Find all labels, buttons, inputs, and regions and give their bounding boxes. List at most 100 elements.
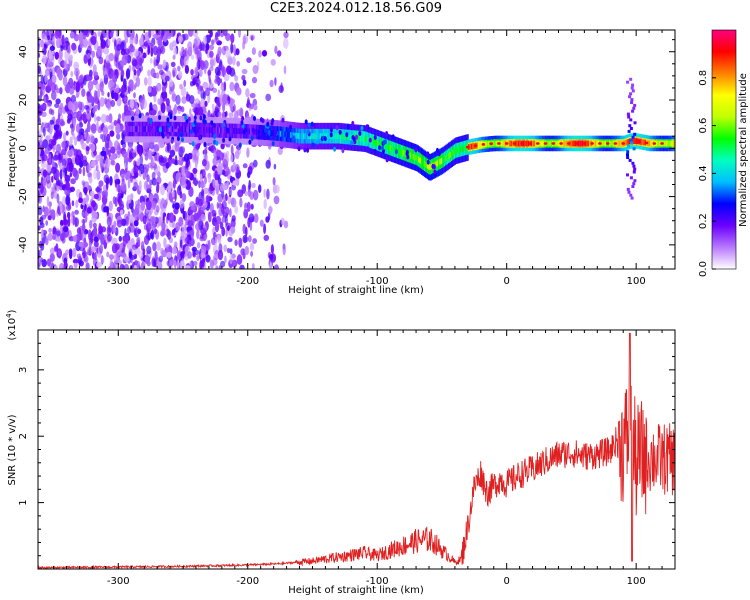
- noise-blob: [149, 179, 154, 186]
- ridge-blob: [154, 122, 158, 128]
- x-axis-label: Height of straight line (km): [288, 285, 424, 296]
- noise-blob: [59, 118, 65, 126]
- ridge-core: [146, 126, 149, 132]
- ridge-core: [611, 140, 614, 147]
- ridge-blob: [199, 115, 203, 121]
- noise-blob: [38, 257, 41, 268]
- ridge-core: [563, 140, 566, 147]
- noise-blob: [148, 212, 152, 220]
- ridge-blob: [266, 134, 270, 140]
- ridge-blob: [366, 146, 370, 152]
- noise-blob: [160, 157, 167, 164]
- ridge-core: [428, 164, 431, 170]
- ridge-core: [262, 129, 266, 136]
- noise-blob: [56, 37, 61, 49]
- noise-blob: [274, 264, 279, 269]
- ridge-core: [459, 146, 462, 153]
- noise-blob: [44, 122, 50, 129]
- ridge-core: [261, 129, 264, 136]
- noise-blob: [178, 70, 183, 79]
- ridge-core: [291, 132, 294, 139]
- noise-blob: [67, 211, 71, 219]
- noise-blob: [147, 69, 151, 77]
- noise-blob: [118, 235, 123, 242]
- noise-blob: [227, 195, 232, 205]
- noise-blob: [220, 260, 226, 268]
- ridge-peak: [520, 142, 524, 145]
- noise-blob: [241, 68, 248, 75]
- spike-cell: [631, 109, 635, 113]
- ridge-blob: [166, 117, 170, 123]
- spike-cell: [627, 129, 631, 133]
- ridge-core: [570, 140, 573, 147]
- noise-blob: [65, 181, 71, 191]
- ridge-core: [299, 133, 303, 140]
- noise-blob: [72, 247, 77, 258]
- noise-blob: [105, 54, 111, 64]
- ridge-core: [438, 159, 441, 166]
- ridge-core: [601, 140, 604, 147]
- y-axis-label: SNR (10 * v/v): [7, 414, 18, 485]
- noise-blob: [182, 49, 187, 59]
- noise-blob: [171, 158, 176, 165]
- noise-blob: [53, 265, 59, 269]
- noise-blob: [105, 179, 109, 191]
- x-tick-label: -300: [107, 576, 130, 587]
- noise-blob: [46, 173, 51, 184]
- noise-blob: [63, 226, 69, 233]
- noise-blob: [151, 215, 156, 223]
- ridge-peak: [504, 142, 509, 145]
- ridge-core: [188, 126, 191, 133]
- noise-blob: [217, 30, 221, 37]
- noise-blob: [170, 61, 176, 68]
- ridge-core: [436, 160, 439, 167]
- noise-blob: [107, 92, 110, 98]
- noise-blob: [167, 185, 172, 192]
- ridge-blob: [333, 146, 337, 152]
- noise-blob: [65, 195, 71, 206]
- noise-blob: [88, 134, 95, 144]
- noise-blob: [217, 238, 222, 244]
- noise-blob: [274, 77, 277, 86]
- colorbar-tick-label: 0.4: [698, 165, 709, 181]
- y-tick-label: 1: [18, 499, 29, 505]
- noise-blob: [39, 216, 44, 225]
- noise-blob: [74, 137, 78, 146]
- noise-blob: [227, 57, 233, 65]
- ridge-core: [389, 145, 392, 151]
- spike-cell: [630, 196, 634, 200]
- noise-blob: [229, 248, 233, 255]
- ridge-core: [456, 147, 459, 154]
- ridge-core: [557, 140, 560, 147]
- noise-blob: [38, 147, 41, 156]
- noise-blob: [85, 262, 90, 269]
- ridge-core: [673, 140, 675, 147]
- noise-blob: [180, 106, 185, 113]
- noise-blob: [234, 75, 239, 82]
- colorbar-tick-label: 0.2: [698, 213, 709, 229]
- noise-blob: [269, 79, 274, 88]
- noise-blob: [123, 48, 130, 55]
- noise-blob: [175, 94, 181, 105]
- ridge-core: [127, 126, 130, 132]
- ridge-core: [375, 139, 378, 146]
- ridge-core: [272, 130, 276, 137]
- noise-blob: [73, 148, 79, 157]
- ridge-blob: [433, 169, 437, 175]
- noise-blob: [192, 167, 198, 174]
- ridge-blob: [267, 129, 271, 135]
- ridge-peak: [644, 141, 649, 145]
- noise-blob: [76, 253, 82, 259]
- noise-blob: [222, 94, 228, 105]
- noise-blob: [166, 33, 172, 39]
- noise-blob: [148, 30, 152, 39]
- noise-blob: [128, 79, 134, 88]
- ridge-blob: [306, 147, 310, 153]
- noise-blob: [191, 237, 195, 246]
- ridge-blob: [240, 120, 244, 126]
- noise-blob: [166, 142, 170, 152]
- noise-blob: [157, 36, 163, 47]
- ridge-blob: [226, 127, 230, 133]
- noise-blob: [178, 216, 184, 227]
- noise-blob: [263, 198, 267, 210]
